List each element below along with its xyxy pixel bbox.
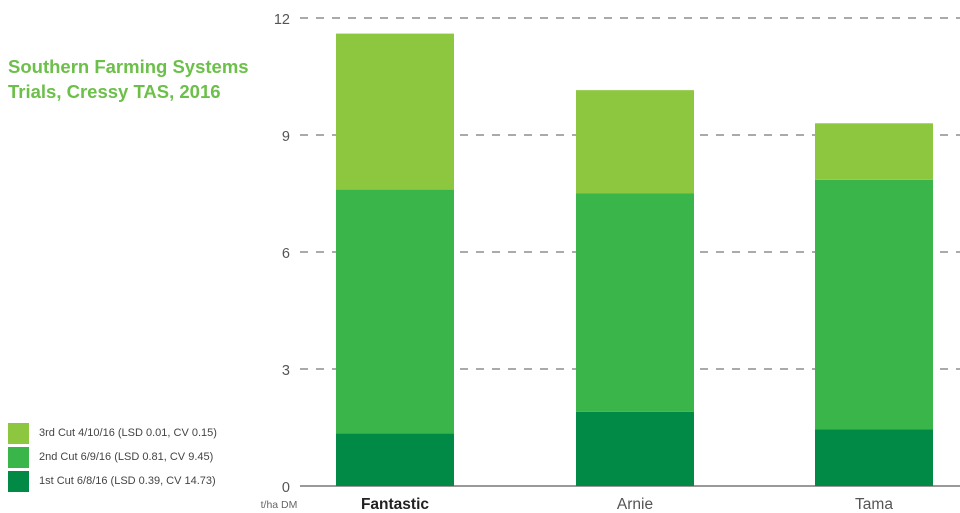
bar-arnie-segment-2 [576, 193, 694, 412]
legend-item-2nd-cut: 2nd Cut 6/9/16 (LSD 0.81, CV 9.45) [8, 445, 217, 469]
legend-label-1st-cut: 1st Cut 6/8/16 (LSD 0.39, CV 14.73) [39, 475, 216, 487]
chart-title-line-2: Trials, Cressy TAS, 2016 [8, 81, 221, 102]
chart-title: Southern Farming Systems Trials, Cressy … [8, 54, 288, 104]
legend-swatch-1st-cut [8, 470, 29, 492]
chart-title-line-1: Southern Farming Systems [8, 56, 249, 77]
y-tick-label: 9 [282, 129, 290, 145]
bar-tama-segment-2 [815, 179, 933, 430]
y-tick-label: 0 [282, 480, 290, 496]
y-tick-label: 12 [274, 12, 290, 28]
y-axis-unit-label: t/ha DM [261, 499, 298, 511]
x-category-label: Tama [855, 496, 893, 513]
x-category-label: Fantastic [361, 496, 429, 513]
bar-tama-segment-3 [815, 123, 933, 180]
bar-tama-segment-1 [815, 429, 933, 486]
legend-swatch-3rd-cut [8, 422, 29, 444]
legend-label-3rd-cut: 3rd Cut 4/10/16 (LSD 0.01, CV 0.15) [39, 427, 217, 439]
legend-item-1st-cut: 1st Cut 6/8/16 (LSD 0.39, CV 14.73) [8, 469, 217, 493]
x-category-label: Arnie [617, 496, 653, 513]
y-tick-label: 6 [282, 246, 290, 262]
legend-item-3rd-cut: 3rd Cut 4/10/16 (LSD 0.01, CV 0.15) [8, 421, 217, 445]
legend-swatch-2nd-cut [8, 446, 29, 468]
axis-labels: 0 3 6 9 12 t/ha DM Fantastic Arnie Tama [261, 12, 894, 513]
chart-legend: 3rd Cut 4/10/16 (LSD 0.01, CV 0.15) 2nd … [8, 421, 217, 493]
bar-arnie-segment-1 [576, 411, 694, 486]
bar-fantastic-segment-1 [336, 433, 454, 486]
bar-fantastic-segment-2 [336, 189, 454, 434]
bar-arnie-segment-3 [576, 90, 694, 194]
bar-fantastic-segment-3 [336, 33, 454, 190]
bars [336, 33, 933, 486]
y-tick-label: 3 [282, 363, 290, 379]
legend-label-2nd-cut: 2nd Cut 6/9/16 (LSD 0.81, CV 9.45) [39, 451, 214, 463]
